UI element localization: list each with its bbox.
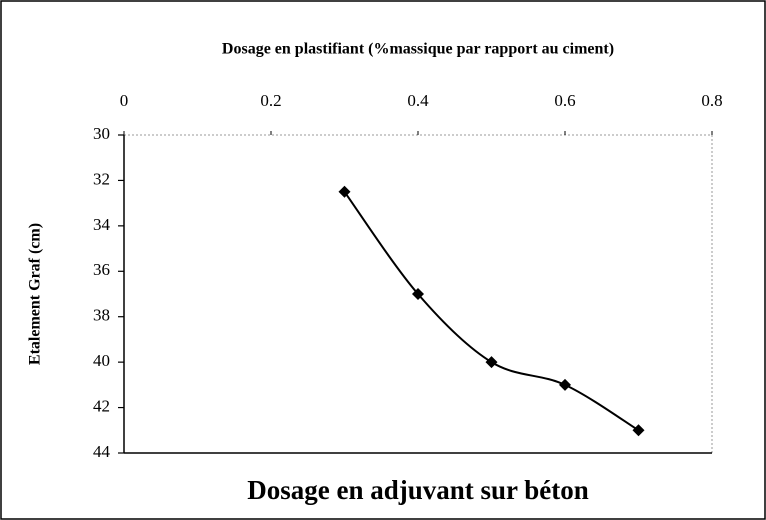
x-tick-label: 0 xyxy=(120,91,129,110)
y-tick-label: 38 xyxy=(93,306,110,325)
x-tick-label: 0.6 xyxy=(554,91,575,110)
y-tick-label: 42 xyxy=(93,396,110,415)
y-tick-label: 36 xyxy=(93,260,110,279)
y-axis-label: Etalement Graf (cm) xyxy=(27,223,44,365)
marker xyxy=(338,185,351,198)
marker xyxy=(412,288,424,300)
y-tick-label: 44 xyxy=(93,442,111,461)
y-tick-label: 30 xyxy=(93,124,110,143)
marker xyxy=(559,378,571,391)
y-tick-label: 40 xyxy=(93,351,110,370)
line xyxy=(343,191,640,432)
marker xyxy=(485,356,498,369)
x-tick-label: 0.4 xyxy=(407,91,429,110)
chart-title: Dosage en adjuvant sur béton xyxy=(247,475,589,505)
x-tick-label: 0.2 xyxy=(260,91,281,110)
x-axis-label: Dosage en plastifiant (%massique par rap… xyxy=(222,41,614,58)
x-tick-label: 0.8 xyxy=(701,91,722,110)
y-tick-label: 32 xyxy=(93,169,110,188)
marker xyxy=(632,424,645,437)
y-tick-label: 34 xyxy=(93,215,111,234)
